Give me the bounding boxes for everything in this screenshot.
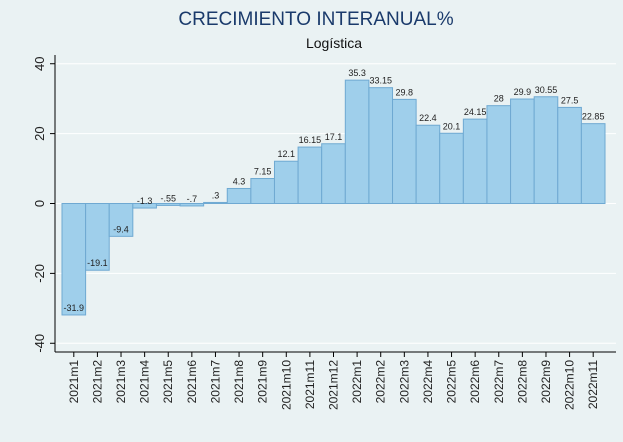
bar xyxy=(462,118,488,204)
value-label: 16.15 xyxy=(299,135,322,145)
bar xyxy=(203,201,228,205)
x-tick-label: 2021m5 xyxy=(161,360,175,404)
bar xyxy=(297,146,323,205)
value-label: 24.15 xyxy=(464,107,487,117)
x-tick-label: 2022m3 xyxy=(397,360,411,404)
value-label: 33.15 xyxy=(369,76,392,86)
value-label: 29.9 xyxy=(514,87,532,97)
x-tick-label: 2022m10 xyxy=(563,360,577,410)
x-tick-label: 2022m8 xyxy=(515,360,529,404)
x-tick-label: 2022m5 xyxy=(445,360,459,404)
bar xyxy=(580,123,606,204)
x-tick-label: 2022m1 xyxy=(350,360,364,404)
x-tick-label: 2021m11 xyxy=(303,360,317,409)
x-tick-label: 2021m4 xyxy=(138,360,152,404)
bar xyxy=(250,178,275,204)
bar xyxy=(155,203,181,206)
value-label: 35.3 xyxy=(348,68,366,78)
bar xyxy=(321,143,346,205)
bar xyxy=(415,124,441,204)
bar xyxy=(510,98,535,204)
bar xyxy=(344,79,370,204)
x-tick-label: 2021m2 xyxy=(90,360,104,404)
x-tick-label: 2021m7 xyxy=(208,360,222,404)
value-label: 7.15 xyxy=(254,167,272,177)
bar xyxy=(226,187,252,205)
bar xyxy=(533,96,559,204)
bar xyxy=(557,106,582,204)
x-tick-label: 2021m12 xyxy=(327,360,341,410)
bar xyxy=(368,87,394,204)
value-label: 17.1 xyxy=(325,132,343,142)
x-tick-label: 2021m1 xyxy=(67,360,81,404)
x-tick-label: 2022m7 xyxy=(492,360,506,404)
chart-title: CRECIMIENTO INTERANUAL% xyxy=(178,9,453,30)
x-tick-label: 2021m10 xyxy=(279,360,293,410)
value-label: 4.3 xyxy=(233,176,246,186)
x-tick-label: 2022m4 xyxy=(421,360,435,404)
value-label: 29.8 xyxy=(396,87,414,97)
y-tick-label: 0 xyxy=(32,200,47,207)
y-tick-label: 40 xyxy=(32,57,47,71)
value-label: -.55 xyxy=(160,193,176,203)
y-tick-label: 20 xyxy=(32,126,47,140)
x-tick-label: 2021m9 xyxy=(256,360,270,404)
value-label: -1.3 xyxy=(137,196,153,206)
bar xyxy=(108,203,134,237)
x-tick-label: 2022m9 xyxy=(539,360,553,404)
bar xyxy=(273,160,299,204)
bar xyxy=(392,98,417,204)
x-tick-label: 2022m6 xyxy=(468,360,482,404)
x-tick-label: 2021m6 xyxy=(185,360,199,404)
x-tick-label: 2021m8 xyxy=(232,360,246,404)
bar xyxy=(179,203,205,207)
value-label: -.7 xyxy=(187,194,198,204)
value-label: 27.5 xyxy=(561,95,579,105)
value-label: 12.1 xyxy=(278,149,296,159)
bar xyxy=(61,203,87,316)
x-tick-label: 2022m2 xyxy=(374,360,388,404)
value-label: 20.1 xyxy=(443,121,461,131)
value-label: -9.4 xyxy=(113,224,129,234)
value-label: 22.85 xyxy=(582,112,605,122)
x-tick-label: 2021m3 xyxy=(114,360,128,404)
value-label: 22.4 xyxy=(419,113,437,123)
bar xyxy=(85,203,110,271)
y-tick-label: -40 xyxy=(32,334,47,353)
y-tick-label: -20 xyxy=(32,264,47,283)
x-tick-label: 2022m11 xyxy=(586,360,600,409)
bar xyxy=(486,105,512,204)
value-label: 30.55 xyxy=(535,85,558,95)
value-label: .3 xyxy=(212,190,220,200)
value-label: -31.9 xyxy=(64,303,85,313)
chart-subtitle: Logística xyxy=(306,35,362,51)
value-label: -19.1 xyxy=(87,258,108,268)
value-label: 28 xyxy=(494,94,504,104)
bar xyxy=(439,132,464,204)
